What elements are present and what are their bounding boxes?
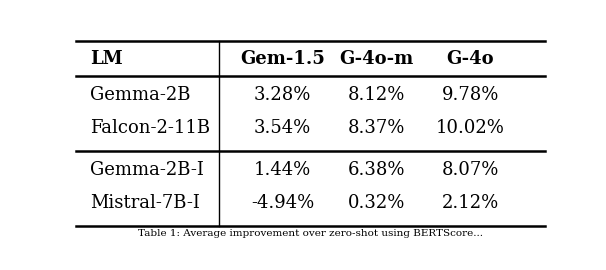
Text: 6.38%: 6.38% [348,161,405,179]
Text: 1.44%: 1.44% [254,161,311,179]
Text: Table 1: Average improvement over zero-shot using BERTScore...: Table 1: Average improvement over zero-s… [138,229,483,238]
Text: 9.78%: 9.78% [442,86,499,104]
Text: G-4o-m: G-4o-m [339,50,413,68]
Text: Falcon-2-11B: Falcon-2-11B [90,119,210,137]
Text: Gemma-2B-I: Gemma-2B-I [90,161,204,179]
Text: 8.07%: 8.07% [442,161,499,179]
Text: 8.37%: 8.37% [348,119,405,137]
Text: 0.32%: 0.32% [348,194,405,212]
Text: 10.02%: 10.02% [436,119,505,137]
Text: -4.94%: -4.94% [251,194,314,212]
Text: Mistral-7B-I: Mistral-7B-I [90,194,200,212]
Text: 2.12%: 2.12% [442,194,499,212]
Text: Gemma-2B: Gemma-2B [90,86,190,104]
Text: 3.54%: 3.54% [254,119,311,137]
Text: LM: LM [90,50,122,68]
Text: G-4o: G-4o [447,50,494,68]
Text: 8.12%: 8.12% [348,86,405,104]
Text: Gem-1.5: Gem-1.5 [240,50,325,68]
Text: 3.28%: 3.28% [254,86,311,104]
